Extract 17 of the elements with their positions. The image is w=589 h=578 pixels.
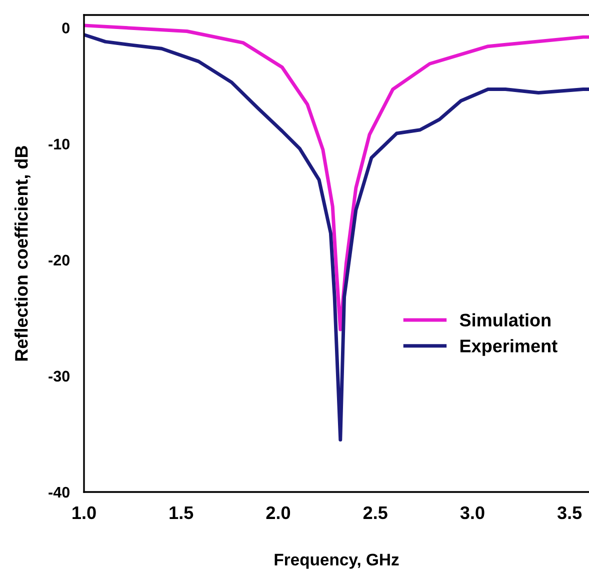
y-axis-title: Reflection coefficient, dB xyxy=(14,146,30,361)
line-series xyxy=(84,32,589,442)
x-tick-label: 3.5 xyxy=(557,506,582,520)
line-series xyxy=(84,24,589,332)
y-tick-label: -10 xyxy=(48,138,70,150)
x-tick-label: 1.5 xyxy=(170,506,194,520)
x-tick-label: 2.0 xyxy=(266,506,290,520)
x-tick-label: 3.0 xyxy=(460,506,484,520)
y-tick-label: -30 xyxy=(48,370,70,382)
x-axis-title: Frequency, GHz xyxy=(274,554,399,569)
y-tick-label: -40 xyxy=(48,486,70,498)
y-tick-label: -20 xyxy=(48,254,70,266)
x-tick-label: 1.0 xyxy=(72,506,96,520)
legend-label: Experiment xyxy=(460,339,558,356)
y-tick-label: 0 xyxy=(62,22,70,34)
x-tick-label: 2.5 xyxy=(363,506,388,520)
legend-label: Simulation xyxy=(460,313,550,327)
